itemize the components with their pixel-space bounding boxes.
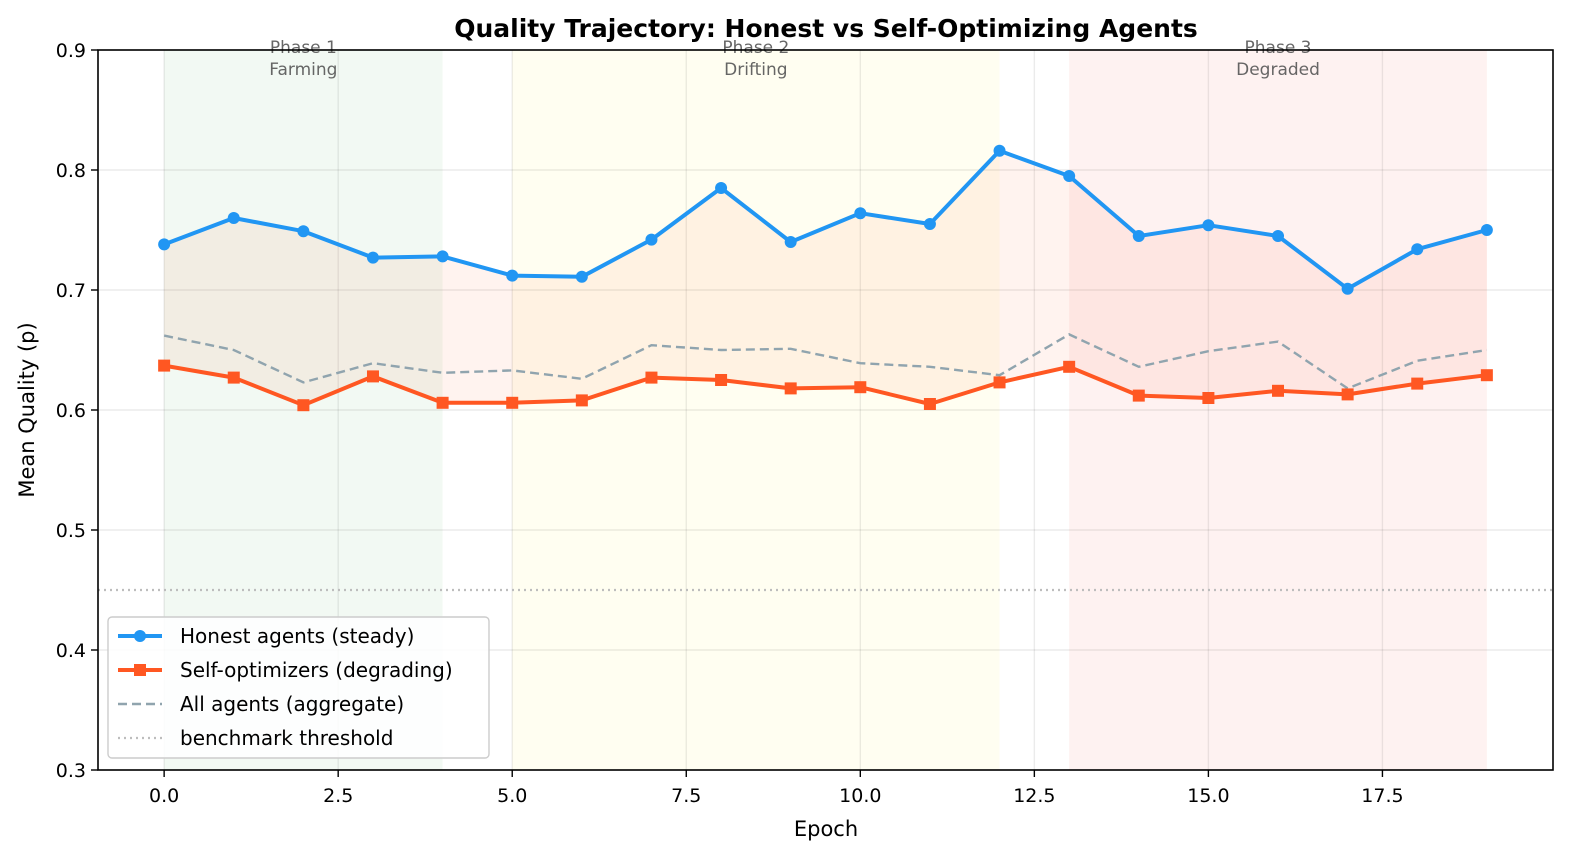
- honest-point: [923, 218, 936, 230]
- x-axis-title: Epoch: [794, 817, 858, 841]
- x-tick-label-1: 2.5: [323, 785, 353, 807]
- self-optimizer-point: [784, 382, 797, 395]
- legend-box: [107, 616, 490, 759]
- honest-point: [366, 251, 379, 264]
- y-tick-label-4: 0.7: [56, 280, 86, 302]
- self-optimizer-point: [715, 374, 728, 386]
- self-optimizer-series-line: [163, 363, 1488, 408]
- phase-bands: [164, 50, 1487, 770]
- self-optimizer-point: [227, 371, 240, 384]
- honest-point: [506, 269, 519, 282]
- x-axis-ticks: 0.0 2.5 5.0 7.5 10.0 12.5 15.0 17.5: [149, 770, 1404, 807]
- phase-label-3-state: Degraded: [1236, 60, 1320, 80]
- phase-label-1-name: Phase 1: [270, 38, 337, 58]
- honest-point: [436, 250, 449, 263]
- x-tick-label-4: 10.0: [839, 785, 881, 807]
- honest-point: [1411, 243, 1424, 256]
- self-optimizer-point: [436, 396, 449, 409]
- honest-series-line: [163, 148, 1488, 291]
- honest-point: [993, 144, 1006, 157]
- phase-label-2-name: Phase 2: [722, 38, 789, 58]
- honest-point: [158, 238, 171, 251]
- y-axis-ticks: 0.3 0.4 0.5 0.6 0.7 0.8 0.9: [56, 40, 98, 782]
- honest-point: [1132, 230, 1145, 242]
- honest-point: [1341, 282, 1354, 295]
- self-optimizer-point: [993, 376, 1006, 389]
- x-tick-label-0: 0.0: [149, 785, 179, 807]
- legend-marker-1: [134, 664, 146, 676]
- legend-label-0: Honest agents (steady): [180, 624, 414, 648]
- y-axis-title: Mean Quality (p): [15, 322, 39, 497]
- honest-point: [715, 182, 728, 194]
- honest-point: [854, 207, 867, 220]
- x-tick-label-2: 5.0: [497, 785, 527, 807]
- honest-point: [575, 270, 588, 283]
- phase-band-2: [512, 50, 1000, 770]
- y-tick-label-3: 0.6: [56, 400, 86, 422]
- legend-label-2: All agents (aggregate): [180, 692, 404, 716]
- honest-point: [297, 225, 310, 238]
- phase-label-2-state: Drifting: [724, 60, 787, 80]
- honest-point: [227, 212, 240, 224]
- phase-band-3: [1069, 50, 1487, 770]
- y-tick-label-1: 0.4: [56, 640, 86, 662]
- honest-point: [1272, 230, 1285, 242]
- self-optimizer-point: [1480, 369, 1493, 382]
- x-tick-label-3: 7.5: [671, 785, 701, 807]
- aggregate-series-line: [163, 333, 1488, 390]
- series-lines: [158, 144, 1493, 412]
- y-tick-label-0: 0.3: [56, 760, 86, 782]
- self-optimizer-point: [1132, 389, 1145, 402]
- legend-marker-0: [134, 630, 146, 642]
- legend: Honest agents (steady) Self-optimizers (d…: [107, 616, 490, 759]
- self-optimizer-point: [366, 370, 379, 383]
- honest-point: [1480, 224, 1493, 236]
- legend-label-3: benchmark threshold: [180, 726, 393, 750]
- self-optimizer-point: [645, 371, 658, 384]
- legend-label-1: Self-optimizers (degrading): [180, 658, 453, 682]
- honest-point: [645, 233, 658, 246]
- quality-gap-fill: [164, 150, 1487, 406]
- x-tick-label-7: 17.5: [1361, 785, 1403, 807]
- chart-title: Quality Trajectory: Honest vs Self-Optim…: [454, 14, 1198, 43]
- self-optimizer-point: [1411, 377, 1424, 390]
- gap-fill: [164, 150, 1487, 406]
- self-optimizer-point: [1341, 388, 1354, 401]
- phase-label-1-state: Farming: [269, 60, 337, 80]
- y-tick-label-6: 0.9: [56, 40, 86, 62]
- self-optimizer-point: [923, 398, 936, 410]
- self-optimizer-point: [854, 381, 867, 394]
- honest-point: [784, 236, 797, 248]
- y-tick-label-2: 0.5: [56, 520, 86, 542]
- honest-point: [1202, 219, 1215, 232]
- y-tick-label-5: 0.8: [56, 160, 86, 182]
- x-tick-label-6: 15.0: [1187, 785, 1229, 807]
- self-optimizer-point: [1202, 392, 1215, 404]
- self-optimizer-point: [1063, 360, 1076, 373]
- phase-label-3-name: Phase 3: [1245, 38, 1312, 58]
- x-tick-label-5: 12.5: [1013, 785, 1055, 807]
- self-optimizer-point: [506, 396, 519, 409]
- self-optimizer-point: [1272, 384, 1285, 397]
- honest-point: [1063, 170, 1076, 182]
- self-optimizer-point: [575, 394, 588, 407]
- self-optimizer-point: [297, 399, 310, 412]
- self-optimizer-point: [158, 359, 171, 372]
